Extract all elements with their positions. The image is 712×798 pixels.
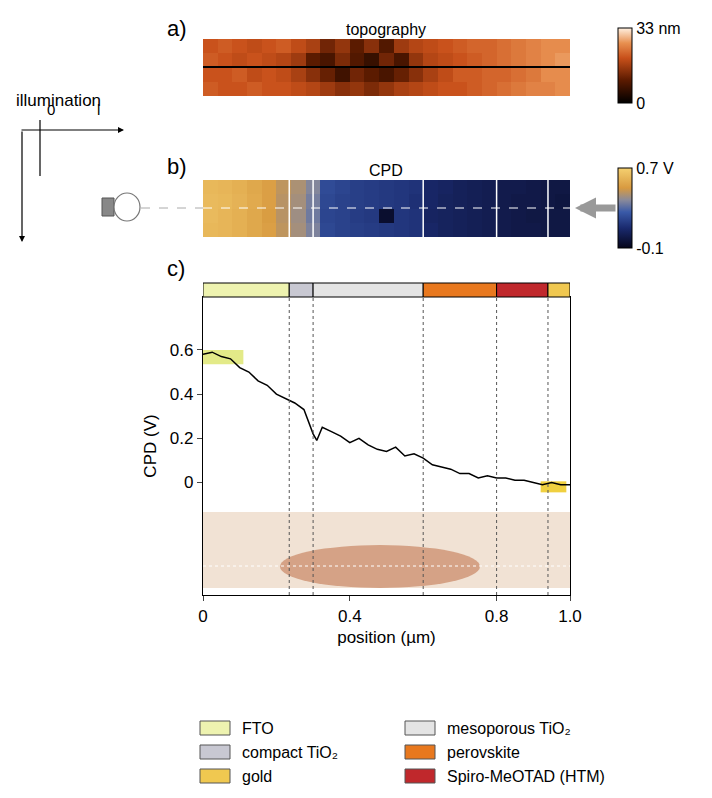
svg-text:Spiro-MeOTAD (HTM): Spiro-MeOTAD (HTM)	[447, 768, 605, 785]
svg-text:FTO: FTO	[242, 720, 274, 737]
svg-text:0.6: 0.6	[170, 341, 194, 360]
svg-text:33 nm: 33 nm	[636, 20, 680, 37]
svg-text:0.8: 0.8	[485, 607, 509, 626]
svg-text:1.0: 1.0	[558, 607, 582, 626]
svg-text:l: l	[97, 101, 100, 118]
svg-text:gold: gold	[242, 768, 272, 785]
svg-text:a): a)	[167, 16, 187, 41]
svg-text:b): b)	[167, 154, 187, 179]
svg-text:compact TiO₂: compact TiO₂	[242, 744, 338, 761]
svg-text:CPD: CPD	[369, 162, 403, 179]
svg-text:0: 0	[198, 607, 207, 626]
svg-text:-0.1: -0.1	[636, 240, 664, 257]
svg-text:illumination: illumination	[16, 91, 101, 110]
svg-text:0.7 V: 0.7 V	[636, 160, 674, 177]
svg-text:CPD (V): CPD (V)	[141, 414, 160, 477]
svg-text:c): c)	[167, 256, 185, 281]
svg-text:mesoporous TiO₂: mesoporous TiO₂	[447, 720, 571, 737]
svg-text:position (µm): position (µm)	[337, 628, 436, 647]
svg-text:topography: topography	[346, 21, 426, 38]
svg-text:perovskite: perovskite	[447, 744, 520, 761]
svg-text:0.2: 0.2	[170, 429, 194, 448]
svg-text:0: 0	[47, 101, 55, 118]
svg-text:0.4: 0.4	[170, 385, 194, 404]
svg-text:0: 0	[184, 473, 193, 492]
svg-text:0.4: 0.4	[338, 607, 362, 626]
svg-text:0: 0	[636, 95, 645, 112]
